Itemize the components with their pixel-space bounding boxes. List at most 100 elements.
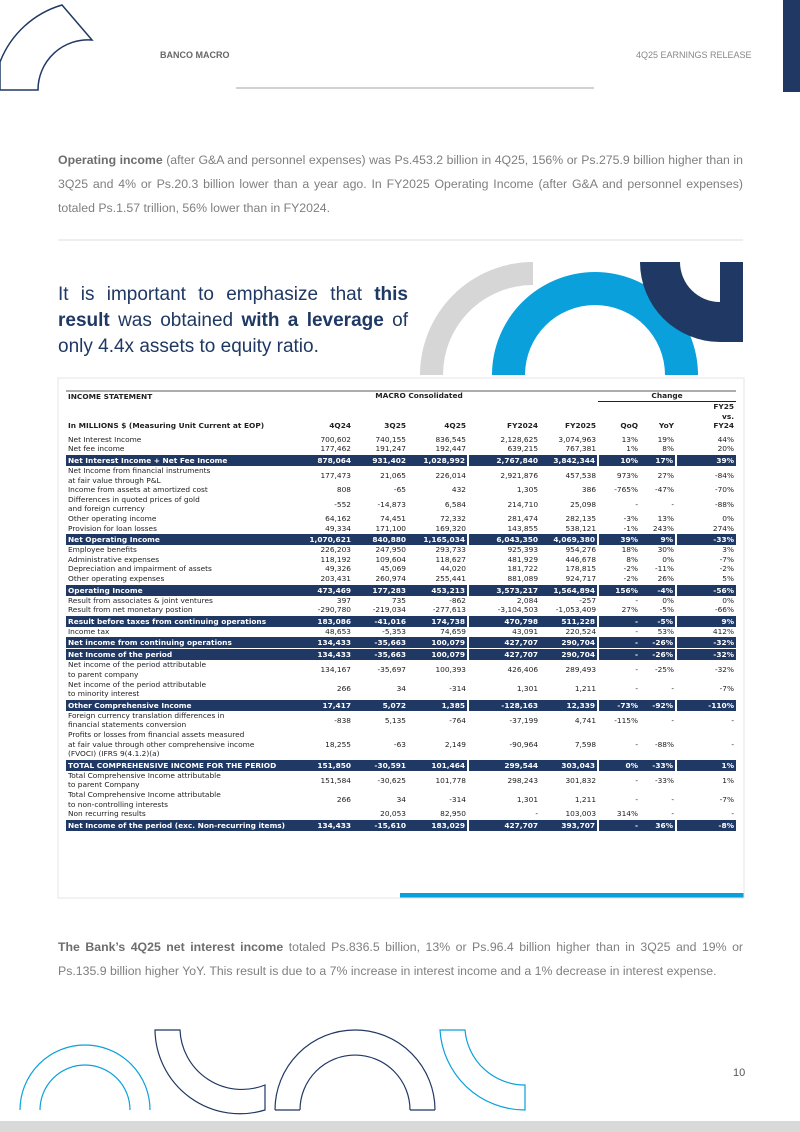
cell: 3,074,963 [558,434,597,444]
cell: -2% [719,564,735,574]
cell: -32% [675,636,737,649]
cell: 457,538 [565,470,597,480]
table-bar [400,893,744,898]
cell: 639,215 [507,444,539,454]
cell: 1% [626,444,639,454]
cell: -7% [719,554,735,564]
cell: 5% [722,574,735,583]
cell: - [635,595,639,605]
cell: - [731,739,735,749]
table-row: Net Income from financial instruments at… [66,466,736,485]
cell: -26% [640,636,677,649]
cell: -11% [654,564,675,574]
cell: 924,717 [565,574,597,583]
cell: -1% [623,523,639,533]
cell: 282,135 [565,514,597,524]
cell: 109,604 [375,554,406,564]
corner-arc [0,4,94,91]
cell: -73% [597,698,641,711]
table-row: Result from net monetary postion -290,780… [66,605,736,615]
cell: -115% [614,715,639,725]
cell: 290,704 [540,636,599,649]
cell: - [635,684,639,694]
cell: -314 [449,684,466,694]
cell: -66% [714,605,735,615]
row-label: Income from assets at amortized cost [68,485,208,495]
cell: - [597,614,641,627]
cell: 20,053 [380,809,406,819]
cell: 511,228 [540,614,599,627]
cell: - [671,499,675,509]
cell: 118,192 [320,554,351,564]
table-row: Employee benefits 226,203 247,950 293,733 92… [66,545,736,555]
cell: 183,086 [298,614,353,627]
cell: -552 [334,499,351,509]
change-title: Change [598,390,737,403]
cell: 39% [597,533,641,546]
text: was obtained [109,310,242,331]
column-header: 4Q24 [329,421,351,431]
cell: 74,451 [380,514,406,524]
cell: - [635,794,639,804]
header-bar [783,0,800,92]
cell: 5,135 [384,715,406,725]
cell: 191,247 [375,444,406,454]
cell: 4,069,380 [540,533,599,546]
table-row: Net Income of the period (exc. Non-recur… [66,818,737,831]
cell: -5% [640,614,677,627]
column-header: 4Q25 [444,421,466,431]
cell: -33% [640,758,677,771]
cell: -56% [675,583,737,596]
row-label: Income tax [68,626,110,636]
cell: 20% [717,444,735,454]
cell: 9% [675,614,737,627]
cell: 767,381 [565,444,597,454]
cell: 44,020 [440,564,466,574]
row-label: Net Operating Income [66,533,298,546]
gray-arc [420,262,533,375]
cell: 925,393 [507,545,539,555]
cell: 214,710 [507,499,539,509]
cell: - [671,809,675,819]
cell: 2,149 [444,739,466,749]
cell: 13% [621,434,639,444]
quote: It is important to emphasize that this r… [58,282,408,360]
cell: 0% [662,595,675,605]
row-label: Employee benefits [68,545,137,555]
cell: 1,211 [574,684,597,694]
row-label: Net Interest Income [68,434,142,444]
release-title: 4Q25 EARNINGS RELEASE [636,50,752,60]
table-row: Provision for loan losses 49,334 171,100 16… [66,524,736,534]
cell: 740,155 [375,434,406,444]
cell: 0% [722,514,735,524]
cell: -2% [623,574,639,583]
cell: 931,402 [353,454,408,467]
cell: 2,084 [516,595,539,605]
column-header: 3Q25 [384,421,406,431]
cell: 314% [616,809,639,819]
cell: -32% [714,665,735,675]
cell: -33% [675,533,737,546]
cell: -3% [623,514,639,524]
cell: 243% [652,523,675,533]
row-label: Non recurring results [68,809,146,819]
cell: 1,385 [408,698,468,711]
table-row: Foreign currency translation differences… [66,711,736,730]
cell: 735 [391,595,406,605]
cell: -4% [640,583,677,596]
cell: 397 [336,595,351,605]
cell: 427,707 [466,648,541,661]
navy-cut [680,262,720,302]
cell: 21,065 [380,470,406,480]
cell: 299,544 [466,758,541,771]
bottom-arc [19,1044,151,1111]
cell: 19% [657,434,675,444]
cell: - [535,809,539,819]
column-header: FY25 vs. FY24 [713,402,735,431]
cell: 156% [597,583,641,596]
row-label: Other Comprehensive Income [66,698,298,711]
cell: 12,339 [540,698,599,711]
cell: 27% [621,605,639,615]
cell: - [671,794,675,804]
cell: 293,733 [435,545,466,555]
